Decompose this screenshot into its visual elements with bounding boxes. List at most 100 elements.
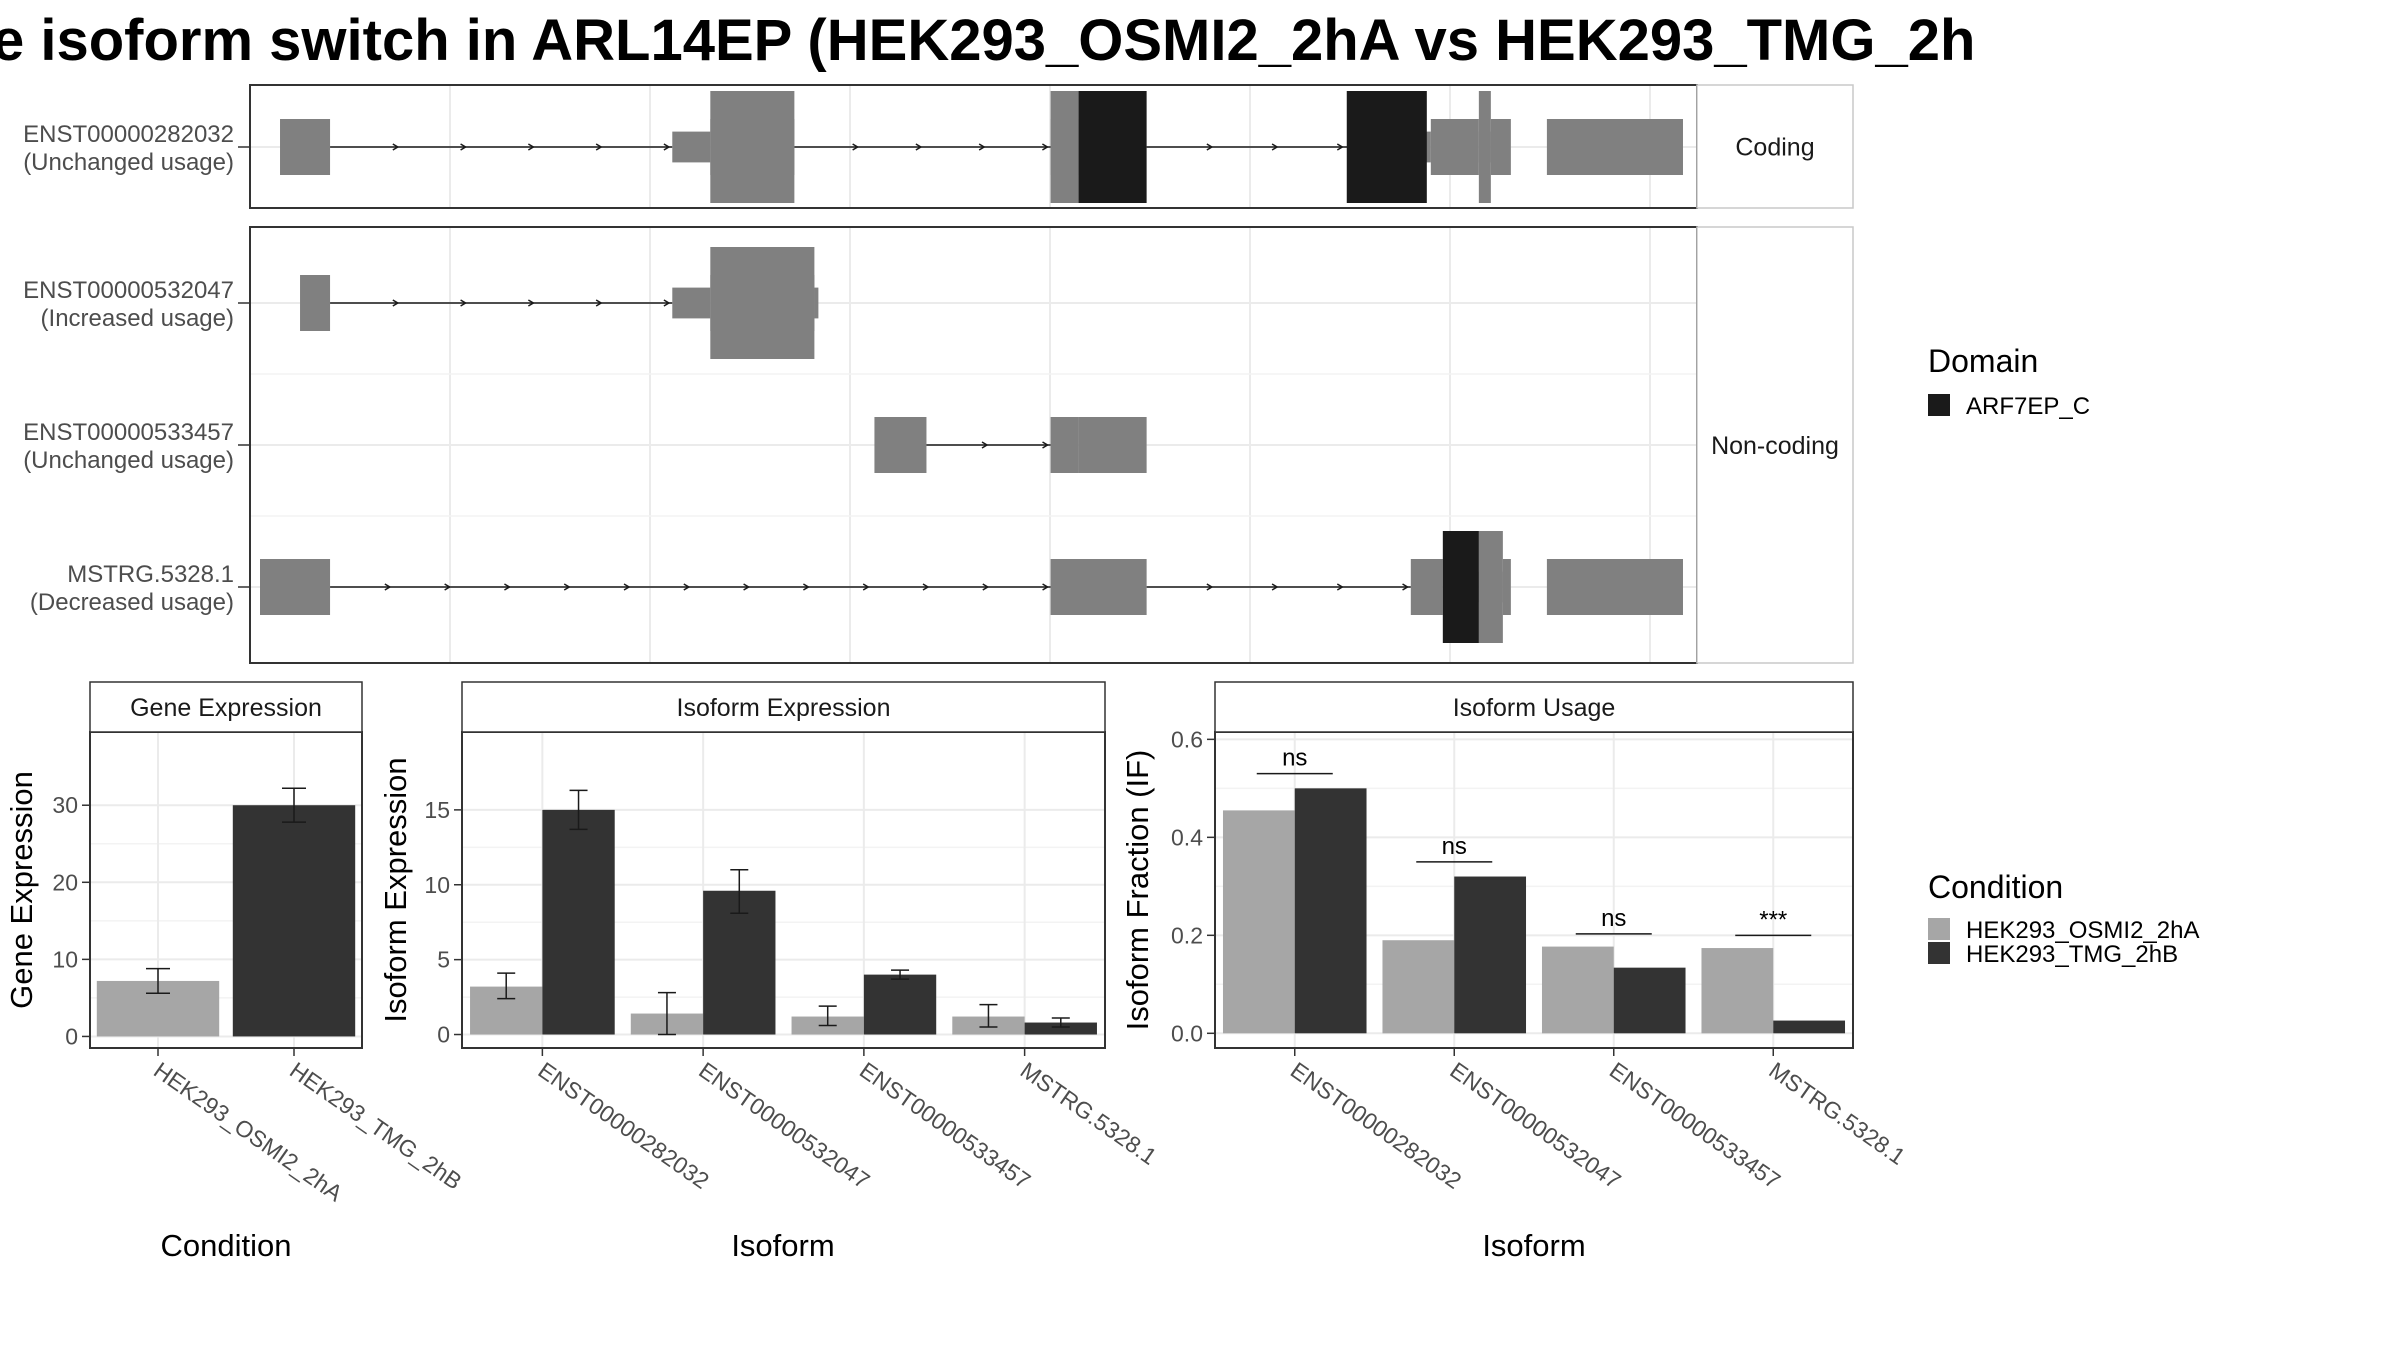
bar xyxy=(1701,948,1774,1034)
intron-arrow xyxy=(663,299,671,307)
bar xyxy=(1613,967,1686,1034)
exon-block xyxy=(1430,119,1479,175)
significance-label: ns xyxy=(1282,745,1307,772)
intron-arrow xyxy=(392,299,400,307)
bar xyxy=(542,809,615,1035)
intron-arrow xyxy=(743,583,751,591)
intron-arrow xyxy=(563,583,571,591)
y-tick-label: 0 xyxy=(65,1023,78,1049)
bar xyxy=(1541,946,1614,1034)
x-tick-label: ENST00000282032 xyxy=(1286,1057,1466,1194)
exon-block xyxy=(1050,559,1147,615)
intron-arrow xyxy=(1042,143,1049,151)
cds-block xyxy=(710,91,795,203)
bar xyxy=(863,974,937,1035)
transcript-ENST00000533457: ENST00000533457(Unchanged usage) xyxy=(23,417,1147,474)
structure-panel-2: ENST00000532047(Increased usage)ENST0000… xyxy=(23,226,1854,664)
bar xyxy=(1222,810,1295,1034)
error-bar xyxy=(282,787,306,823)
intron-arrow xyxy=(1042,583,1050,591)
intron-arrow xyxy=(663,143,671,151)
condition-legend-swatch-b xyxy=(1928,942,1950,964)
error-bar xyxy=(730,869,749,914)
x-tick-label: ENST00000533457 xyxy=(1605,1057,1785,1194)
bar-chart-2: Isoform Expression051015ENST00000282032E… xyxy=(378,681,1162,1263)
transcript-MSTRG.5328.1: MSTRG.5328.1(Decreased usage) xyxy=(30,531,1683,643)
structure-strip-label: Coding xyxy=(1735,134,1814,162)
exon-block xyxy=(1546,559,1683,615)
utr-block xyxy=(814,287,819,319)
y-tick-label: 10 xyxy=(424,872,450,898)
intron-arrow xyxy=(862,583,870,591)
x-tick-label: ENST00000282032 xyxy=(534,1057,714,1194)
intron-arrow xyxy=(527,143,535,151)
cds-block xyxy=(1050,91,1079,203)
transcript-usage-label: (Unchanged usage) xyxy=(23,447,234,474)
intron-arrow xyxy=(595,143,603,151)
x-axis-title: Isoform xyxy=(731,1228,834,1263)
error-bar xyxy=(497,972,516,1000)
intron-arrow xyxy=(1336,143,1344,151)
intron-arrow xyxy=(1336,583,1344,591)
exon-block xyxy=(1050,417,1079,473)
facet-strip-title: Isoform Expression xyxy=(677,694,891,722)
utr-block xyxy=(672,131,711,163)
y-tick-label: 0.4 xyxy=(1171,824,1203,850)
intron-arrow xyxy=(1271,143,1279,151)
bar-chart-1: Gene Expression0102030HEK293_OSMI2_2hAHE… xyxy=(4,681,467,1263)
intron-arrow xyxy=(595,299,603,307)
intron-arrow xyxy=(392,143,400,151)
x-tick-label: ENST00000532047 xyxy=(694,1057,874,1194)
intron-arrow xyxy=(982,583,990,591)
facet-strip-title: Isoform Usage xyxy=(1453,694,1616,722)
transcript-id-label: ENST00000532047 xyxy=(23,277,234,304)
structure-panel-1: ENST00000282032(Unchanged usage) Coding xyxy=(23,84,1854,209)
domain-block xyxy=(1346,91,1427,203)
significance-label: *** xyxy=(1759,906,1787,933)
bar xyxy=(1294,788,1367,1034)
cds-block xyxy=(710,247,815,359)
condition-legend-label-b: HEK293_TMG_2hB xyxy=(1966,941,2178,968)
facet-strip xyxy=(89,681,363,733)
exon-block xyxy=(300,275,331,331)
domain-block xyxy=(1078,91,1147,203)
structure-strip xyxy=(1696,226,1854,664)
y-axis-title: Isoform Expression xyxy=(378,757,413,1022)
utr-block xyxy=(672,287,711,319)
domain-block xyxy=(1442,531,1479,643)
transcript-usage-label: (Decreased usage) xyxy=(30,589,234,616)
structure-strip-label: Non-coding xyxy=(1711,432,1839,460)
structure-strip xyxy=(1696,84,1854,209)
intron-arrow xyxy=(683,583,691,591)
y-tick-label: 5 xyxy=(437,947,450,973)
figure-title: e isoform switch in ARL14EP (HEK293_OSMI… xyxy=(0,8,1975,73)
intron-arrow xyxy=(978,143,986,151)
x-tick-label: MSTRG.5328.1 xyxy=(1764,1057,1910,1170)
bar xyxy=(232,805,356,1037)
y-tick-label: 0.2 xyxy=(1171,922,1203,948)
x-tick-label: MSTRG.5328.1 xyxy=(1016,1057,1162,1170)
exon-block xyxy=(1490,119,1511,175)
error-bar xyxy=(657,991,676,1036)
x-axis-title: Isoform xyxy=(1482,1228,1585,1263)
cds-block xyxy=(1478,531,1503,643)
significance-label: ns xyxy=(1601,905,1626,932)
x-axis-title: Condition xyxy=(161,1228,292,1263)
error-bar xyxy=(818,1005,837,1027)
intron-arrow xyxy=(504,583,511,591)
exon-block xyxy=(260,559,331,615)
y-axis-title: Isoform Fraction (IF) xyxy=(1120,750,1155,1031)
exon-block xyxy=(1410,559,1443,615)
transcript-structure-plot: ENST00000282032(Unchanged usage)CodingEN… xyxy=(23,84,1854,664)
exon-block xyxy=(280,119,331,175)
domain-legend-title: Domain xyxy=(1928,343,2038,379)
intron-arrow xyxy=(460,299,468,307)
error-bar xyxy=(891,969,910,980)
y-tick-label: 20 xyxy=(52,869,78,895)
cds-block xyxy=(1478,91,1491,203)
facet-strip xyxy=(1214,681,1854,733)
bar xyxy=(1024,1022,1097,1035)
transcript-ENST00000282032: ENST00000282032(Unchanged usage) xyxy=(23,91,1683,203)
